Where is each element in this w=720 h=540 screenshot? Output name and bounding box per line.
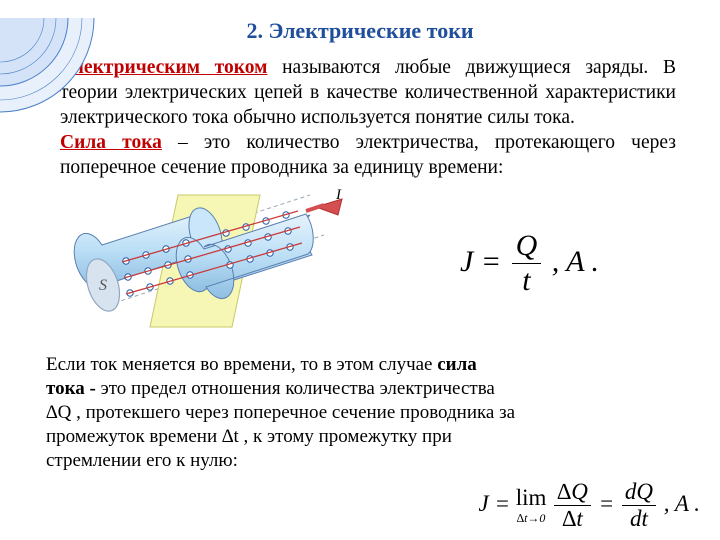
eq2-lhs: J: [479, 491, 489, 516]
equation-instant-current: J = lim∆t→0 ∆Q∆t = dQdt , A .: [479, 479, 701, 532]
figure-row: S I: [66, 189, 680, 339]
paragraph-time-varying: Если ток меняется во времени, то в этом …: [46, 353, 520, 473]
slide-title: 2. Электрические токи: [0, 18, 720, 44]
eq2-limsub: ∆t→0: [516, 511, 547, 526]
conductor-diagram: S I: [66, 189, 351, 339]
eq2-num1: ∆Q: [554, 479, 591, 505]
eq1-den: t: [512, 263, 542, 298]
eq2-den2: dt: [622, 505, 656, 532]
equation-avg-current: J = Qt , A .: [379, 229, 680, 298]
term-current-strength: Сила тока: [60, 132, 162, 153]
diagram-s-label: S: [99, 277, 107, 294]
eq2-eq2: =: [593, 491, 620, 516]
slide: 2. Электрические токи Электрическим токо…: [0, 18, 720, 540]
eq1-unit: A: [566, 245, 584, 278]
para2-pre: Если ток меняется во времени, то в этом …: [46, 354, 437, 375]
para2-post: это предел отношения количества электрич…: [46, 378, 515, 471]
eq1-comma: ,: [544, 245, 566, 278]
paragraph-definition: Электрическим током называются любые дви…: [60, 56, 676, 181]
eq1-num: Q: [512, 229, 542, 263]
eq2-comma: ,: [658, 491, 675, 516]
eq2-dot: .: [689, 491, 701, 516]
eq2-num2: dQ: [622, 479, 656, 505]
term-electric-current: Электрическим током: [60, 57, 267, 78]
diagram-i-label: I: [335, 189, 342, 203]
eq2-unit: A: [675, 491, 689, 516]
eq1-equals: =: [473, 245, 508, 278]
eq1-dot: .: [584, 245, 599, 278]
eq1-lhs: J: [460, 245, 473, 278]
eq2-eq1: =: [489, 491, 516, 516]
eq2-lim: lim: [516, 485, 547, 511]
eq2-den1: ∆t: [554, 505, 591, 532]
